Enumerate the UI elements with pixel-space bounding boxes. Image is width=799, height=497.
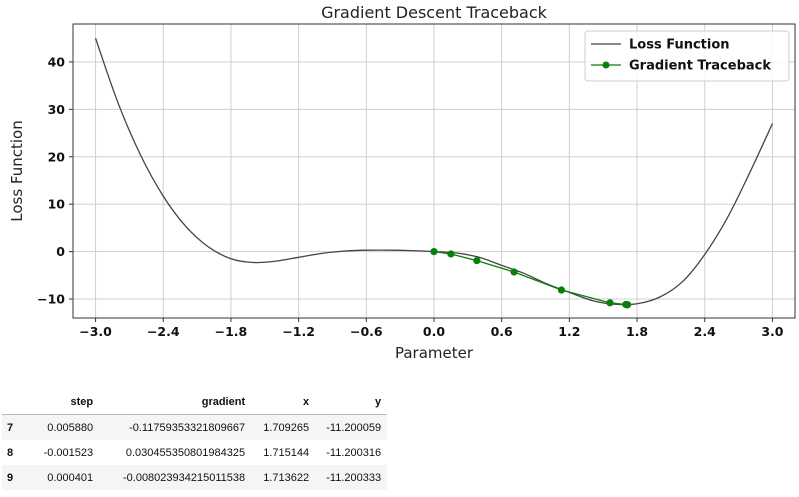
- legend: Loss Function Gradient Traceback: [584, 30, 790, 82]
- table-row: 7 0.005880 -0.11759353321809667 1.709265…: [2, 414, 388, 440]
- x-tick-label: −0.6: [350, 324, 383, 339]
- y-tick-label: −10: [37, 292, 65, 307]
- table-header-step: step: [19, 392, 100, 415]
- gradient-traceback-point: [430, 248, 438, 256]
- gradient-traceback-point: [557, 286, 566, 294]
- y-tick-label: 20: [48, 149, 66, 164]
- cell-y: -11.200059: [315, 414, 388, 440]
- chart-title: Gradient Descent Traceback: [321, 3, 548, 22]
- table-header-y: y: [315, 392, 388, 415]
- x-tick-label: 0.0: [423, 324, 445, 339]
- row-index: 7: [2, 414, 20, 440]
- gradient-traceback-point: [606, 299, 614, 307]
- cell-gradient: 0.030455350801984325: [125, 446, 246, 459]
- series-layer: [94, 38, 774, 309]
- cell-step: -0.001523: [43, 446, 94, 459]
- table-header-row: step gradient x y: [2, 392, 388, 415]
- x-tick-label: 1.8: [626, 324, 648, 339]
- cell-y: -11.200333: [315, 465, 388, 490]
- x-tick-label: 0.6: [491, 324, 513, 339]
- y-ticks: −10 0 10 20 30 40: [37, 54, 73, 307]
- gradient-traceback-point: [623, 301, 631, 309]
- table-header-x: x: [251, 392, 316, 415]
- legend-marker-gradient-traceback: [602, 61, 610, 69]
- cell-y: -11.200316: [326, 446, 382, 459]
- cell-step: 0.000401: [19, 465, 100, 490]
- gradient-traceback-point: [510, 268, 518, 276]
- cell-step: 0.005880: [19, 414, 100, 440]
- x-ticks: −3.0 −2.4 −1.8 −1.2 −0.6 0.0 0.6 1.2 1.8 2.4 3.0: [79, 318, 784, 339]
- x-tick-label: 3.0: [761, 324, 783, 339]
- y-tick-label: 30: [48, 102, 66, 117]
- y-tick-label: 0: [56, 244, 65, 259]
- x-axis-label: Parameter: [395, 344, 474, 362]
- x-tick-label: −2.4: [147, 324, 180, 339]
- table-header-gradient: gradient: [99, 392, 252, 415]
- table-row: 9 0.000401 -0.008023934215011538 1.71362…: [2, 465, 388, 490]
- cell-gradient: -0.11759353321809667: [99, 414, 252, 440]
- x-tick-label: −3.0: [79, 324, 112, 339]
- table-row: 8 -0.001523 0.030455350801984325 1.71514…: [2, 440, 387, 465]
- y-tick-label: 40: [48, 54, 66, 69]
- cell-gradient: -0.008023934215011538: [99, 465, 252, 490]
- x-tick-label: 1.2: [558, 324, 580, 339]
- row-index: 8: [7, 446, 14, 459]
- x-tick-label: −1.8: [215, 324, 248, 339]
- data-table: step gradient x y 7 0.005880 -0.11759353…: [2, 392, 388, 490]
- y-tick-label: 10: [48, 197, 66, 212]
- table-header-index: [2, 392, 20, 415]
- y-axis-label: Loss Function: [8, 120, 26, 221]
- row-index: 9: [2, 465, 20, 490]
- gradient-traceback-point: [447, 250, 455, 258]
- x-tick-label: 2.4: [694, 324, 716, 339]
- legend-box: [584, 30, 790, 82]
- cell-x: 1.709265: [251, 414, 316, 440]
- gradient-traceback-point: [473, 257, 481, 265]
- legend-label-loss-function: Loss Function: [629, 38, 730, 53]
- chart: Gradient Descent Traceback −3.0 −2.4 −1.8−…: [8, 3, 796, 362]
- series-gradient-traceback-line: [433, 250, 628, 306]
- legend-label-gradient-traceback: Gradient Traceback: [629, 59, 771, 74]
- x-tick-label: −1.2: [282, 324, 315, 339]
- cell-x: 1.713622: [251, 465, 316, 490]
- cell-x: 1.715144: [263, 446, 310, 459]
